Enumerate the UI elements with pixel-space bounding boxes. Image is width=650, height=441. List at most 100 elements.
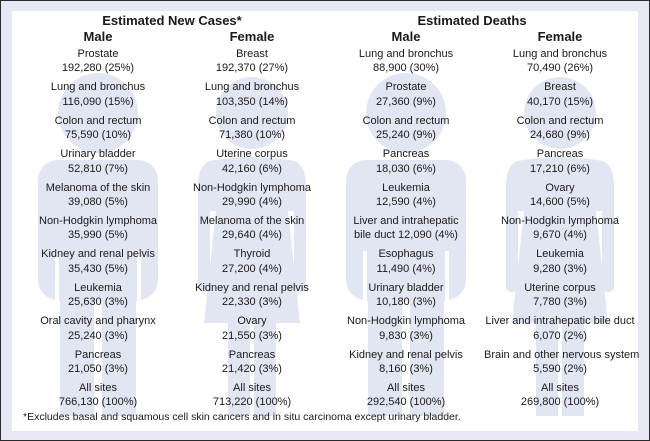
site-name: Colon and rectum — [516, 114, 604, 127]
list-item: Lung and bronchus 116,090 (15%) — [22, 80, 174, 109]
site-name: Leukemia — [74, 281, 122, 294]
site-name: Melanoma of the skin — [45, 181, 151, 194]
site-value: 7,780 (3%) — [533, 296, 587, 309]
site-name: Non-Hodgkin lymphoma — [347, 315, 465, 328]
site-name: Pancreas — [74, 348, 122, 361]
list-item: Breast 192,370 (27%) — [176, 47, 328, 76]
site-name: Lung and bronchus — [50, 81, 146, 94]
site-value: 269,800 (100%) — [520, 396, 600, 409]
list-item: Kidney and renal pelvis 35,430 (5%) — [22, 247, 174, 276]
list-item: Kidney and renal pelvis 8,160 (3%) — [330, 348, 482, 377]
site-value: 71,380 (10%) — [218, 129, 286, 142]
list-item: Oral cavity and pharynx 25,240 (3%) — [22, 314, 174, 343]
site-name: Uterine corpus — [216, 148, 288, 161]
column-heading: Male — [391, 29, 421, 44]
site-name: Colon and rectum — [54, 114, 142, 127]
male-silhouette-icon — [22, 61, 174, 416]
list-item: Ovary 21,550 (3%) — [176, 314, 328, 343]
site-value: 12,590 (4%) — [376, 195, 436, 208]
list-item: Leukemia 25,630 (3%) — [22, 281, 174, 310]
list-item: Colon and rectum 25,240 (9%) — [330, 114, 482, 143]
site-value: 9,830 (3%) — [379, 329, 433, 342]
site-name: Melanoma of the skin — [199, 214, 305, 227]
site-name: Colon and rectum — [362, 114, 450, 127]
list-item: Liver and intrahepatic bile duct 12,090 (… — [330, 214, 482, 243]
site-value: 292,540 (100%) — [366, 396, 446, 409]
site-value: 24,680 (9%) — [530, 129, 590, 142]
list-item: Melanoma of the skin 29,640 (4%) — [176, 214, 328, 243]
site-value: 27,360 (9%) — [376, 95, 436, 108]
column-heading: Female — [537, 29, 583, 44]
list-item-total: All sites 269,800 (100%) — [484, 381, 636, 410]
site-value: 14,600 (5%) — [530, 195, 590, 208]
site-name: Thyroid — [233, 248, 271, 261]
site-name: Prostate — [77, 48, 119, 60]
site-value: 21,420 (3%) — [222, 362, 282, 375]
site-value: 25,240 (3%) — [68, 329, 128, 342]
site-value: 29,990 (4%) — [222, 195, 282, 208]
entry-list: Lung and bronchus 88,900 (30%) Prostate 27… — [330, 47, 482, 410]
site-value: 21,550 (3%) — [222, 329, 282, 342]
list-item: Lung and bronchus 70,490 (26%) — [484, 47, 636, 76]
list-item: Prostate 192,280 (25%) — [22, 47, 174, 76]
list-item: Ovary 14,600 (5%) — [484, 181, 636, 210]
site-name: Kidney and renal pelvis — [349, 348, 463, 361]
deaths-male-column: Male Lung and bronchus 88,900 (30%) Prost… — [330, 28, 482, 416]
site-value: 21,050 (3%) — [68, 362, 128, 375]
list-item: Non-Hodgkin lymphoma 35,990 (5%) — [22, 214, 174, 243]
site-name: All sites — [79, 381, 117, 394]
site-name: Pancreas — [382, 148, 430, 161]
site-value: 8,160 (3%) — [379, 362, 433, 375]
site-value: 11,490 (4%) — [376, 262, 436, 275]
list-item: Breast 40,170 (15%) — [484, 80, 636, 109]
site-value: 25,630 (3%) — [68, 296, 128, 309]
list-item: Uterine corpus 42,160 (6%) — [176, 147, 328, 176]
entry-list: Prostate 192,280 (25%) Lung and bronchus 1… — [22, 47, 174, 410]
site-value: 52,810 (7%) — [68, 162, 128, 175]
list-item-total: All sites 766,130 (100%) — [22, 381, 174, 410]
site-value: 35,990 (5%) — [68, 229, 128, 242]
site-name: Prostate — [385, 81, 427, 94]
column-heading: Female — [229, 29, 275, 44]
site-value: 88,900 (30%) — [372, 62, 440, 75]
site-name: Breast — [544, 81, 576, 94]
site-value: 18,030 (6%) — [376, 162, 436, 175]
site-name: Breast — [236, 48, 268, 60]
site-value: 27,200 (4%) — [222, 262, 282, 275]
site-value: 192,370 (27%) — [215, 62, 289, 75]
site-name: Pancreas — [228, 348, 276, 361]
list-item: Pancreas 18,030 (6%) — [330, 147, 482, 176]
list-item-total: All sites 713,220 (100%) — [176, 381, 328, 410]
site-name: Non-Hodgkin lymphoma — [39, 214, 157, 227]
deaths-female-column: Female Lung and bronchus 70,490 (26%) Bre… — [484, 28, 640, 416]
site-name: Lung and bronchus — [358, 48, 454, 60]
list-item: Liver and intrahepatic bile duct 6,070 (2… — [484, 314, 636, 343]
site-value: 9,670 (4%) — [533, 229, 587, 242]
male-silhouette-icon — [330, 61, 482, 416]
site-value: 35,430 (5%) — [68, 262, 128, 275]
site-name: Oral cavity and pharynx — [40, 315, 156, 328]
site-value: 10,180 (3%) — [376, 296, 436, 309]
site-name: Ovary — [237, 315, 267, 328]
list-item: Leukemia 9,280 (3%) — [484, 247, 636, 276]
site-name: Leukemia — [536, 248, 584, 261]
site-name: All sites — [233, 381, 271, 394]
site-name: Brain and other nervous system — [484, 348, 640, 361]
list-item: Colon and rectum 71,380 (10%) — [176, 114, 328, 143]
list-item: Non-Hodgkin lymphoma 29,990 (4%) — [176, 181, 328, 210]
site-value: 22,330 (3%) — [222, 296, 282, 309]
deaths-title: Estimated Deaths — [417, 13, 527, 28]
list-item: Lung and bronchus 88,900 (30%) — [330, 47, 482, 76]
site-value: 103,350 (14%) — [215, 95, 289, 108]
list-item: Pancreas 21,420 (3%) — [176, 348, 328, 377]
site-value: 40,170 (15%) — [526, 95, 594, 108]
site-name: Uterine corpus — [524, 281, 596, 294]
site-name: All sites — [541, 381, 579, 394]
site-value: 29,640 (4%) — [222, 229, 282, 242]
site-name: Lung and bronchus — [204, 81, 300, 94]
list-item: Melanoma of the skin 39,080 (5%) — [22, 181, 174, 210]
site-name: Kidney and renal pelvis — [41, 248, 155, 261]
site-name: All sites — [387, 381, 425, 394]
site-name: Lung and bronchus — [512, 48, 608, 60]
